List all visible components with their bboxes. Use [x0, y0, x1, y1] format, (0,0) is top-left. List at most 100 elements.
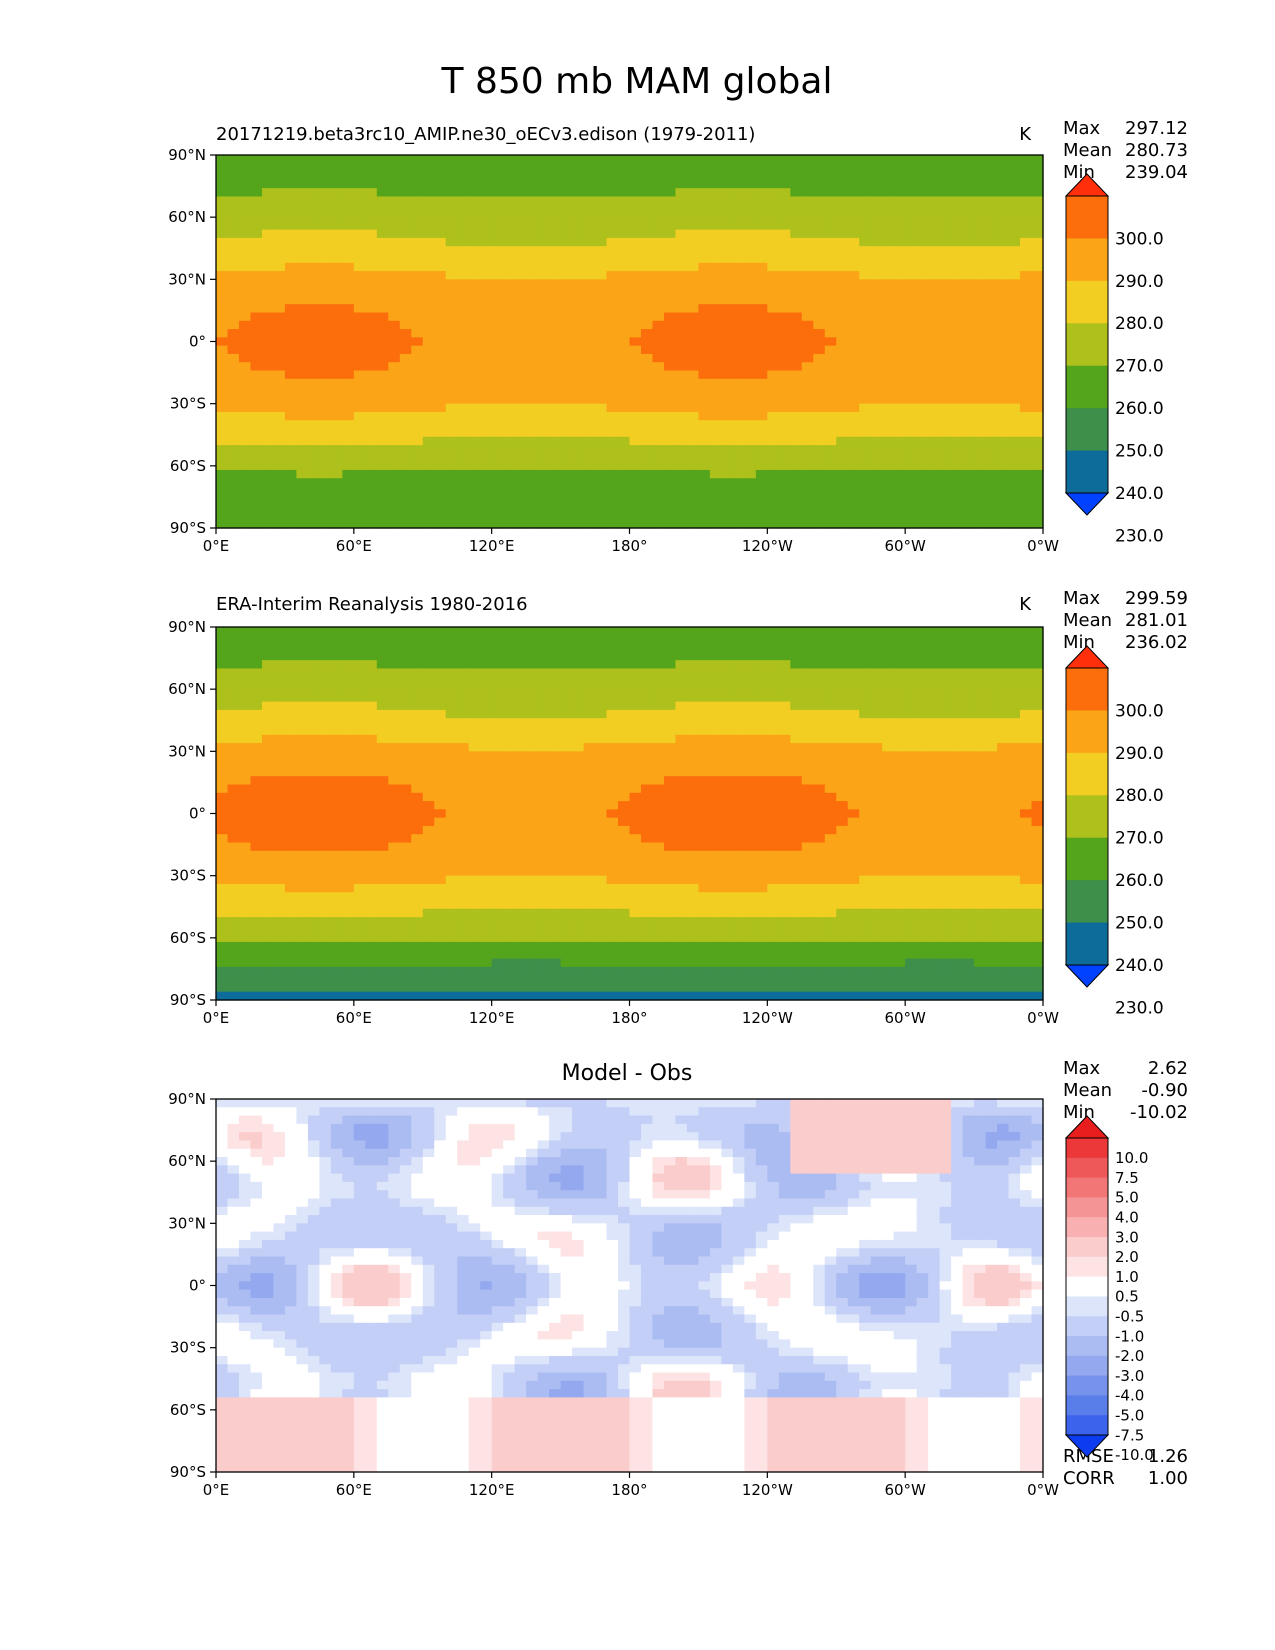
map-cell: [767, 395, 780, 405]
map-cell: [491, 353, 504, 363]
map-cell: [870, 287, 883, 297]
map-cell: [928, 627, 941, 636]
map-cell: [353, 767, 366, 777]
map-cell: [261, 486, 275, 496]
map-cell: [491, 436, 504, 446]
map-cell: [675, 312, 688, 322]
map-cell: [962, 204, 975, 214]
map-cell: [893, 478, 906, 488]
map-cell: [893, 213, 906, 222]
map-cell: [284, 378, 298, 388]
map-cell: [732, 420, 745, 430]
map-cell: [813, 271, 826, 280]
map-cell: [755, 759, 768, 769]
map-cell: [778, 478, 791, 488]
map-cell: [905, 312, 918, 322]
map-cell: [1020, 701, 1033, 711]
map-cell: [744, 784, 757, 794]
map-cell: [503, 345, 516, 355]
map-cell: [307, 436, 320, 446]
map-cell: [549, 229, 562, 239]
map-cell: [434, 453, 447, 463]
map-cell: [836, 312, 849, 322]
map-cell: [296, 171, 309, 181]
map-cell: [549, 494, 562, 504]
map-cell: [997, 378, 1010, 388]
map-cell: [709, 511, 722, 521]
map-cell: [663, 345, 677, 355]
map-cell: [411, 817, 424, 827]
map-cell: [882, 784, 895, 794]
map-cell: [227, 163, 240, 173]
map-cell: [273, 254, 286, 264]
map-cell: [549, 287, 562, 297]
map-cell: [640, 420, 654, 430]
map-cell: [583, 469, 596, 479]
map-cell: [824, 718, 837, 728]
map-cell: [790, 478, 803, 488]
map-cell: [916, 792, 929, 802]
map-cell: [526, 279, 539, 289]
map-cell: [675, 204, 688, 214]
map-cell: [526, 229, 539, 239]
map-cell: [250, 378, 263, 388]
map-cell: [388, 188, 401, 198]
map-cell: [767, 478, 780, 488]
map-cell: [238, 776, 252, 786]
map-cell: [882, 651, 895, 661]
map-cell: [537, 395, 550, 405]
map-cell: [652, 287, 665, 297]
map-cell: [503, 204, 516, 214]
map-cell: [778, 627, 791, 636]
map-cell: [709, 420, 722, 430]
map-cell: [537, 353, 550, 363]
map-cell: [376, 271, 389, 280]
map-cell: [618, 204, 631, 214]
map-cell: [526, 759, 539, 769]
map-cell: [388, 262, 401, 272]
map-cell: [227, 271, 240, 280]
map-cell: [457, 163, 470, 173]
map-cell: [365, 651, 378, 661]
map-cell: [997, 337, 1010, 347]
map-cell: [227, 817, 240, 827]
map-cell: [284, 337, 298, 347]
map-cell: [767, 345, 780, 355]
map-cell: [767, 295, 780, 305]
map-cell: [870, 395, 883, 405]
map-cell: [870, 155, 883, 164]
map-cell: [434, 204, 447, 214]
map-cell: [813, 801, 826, 810]
map-cell: [732, 155, 745, 164]
map-cell: [686, 726, 700, 736]
map-cell: [1008, 287, 1021, 297]
map-cell: [686, 792, 700, 802]
map-cell: [606, 718, 619, 728]
map-cell: [905, 155, 918, 164]
map-cell: [882, 494, 895, 504]
map-cell: [985, 511, 998, 521]
map-cell: [640, 651, 654, 661]
map-cell: [721, 179, 734, 189]
map-cell: [399, 304, 412, 314]
map-cell: [985, 784, 998, 794]
map-cell: [330, 668, 343, 678]
map-cell: [663, 188, 677, 198]
map-cell: [422, 345, 435, 355]
map-cell: [388, 271, 401, 280]
map-cell: [537, 337, 550, 347]
map-cell: [698, 660, 711, 670]
map-cell: [928, 767, 941, 777]
map-cell: [893, 734, 906, 744]
map-cell: [1008, 693, 1021, 703]
map-cell: [307, 254, 320, 264]
map-cell: [238, 643, 252, 653]
map-cell: [801, 701, 814, 711]
map-cell: [698, 718, 711, 728]
map-cell: [640, 370, 654, 380]
map-cell: [882, 817, 895, 827]
map-cell: [388, 279, 401, 289]
map-cell: [353, 792, 366, 802]
map-cell: [1031, 329, 1044, 338]
map-cell: [238, 767, 252, 777]
